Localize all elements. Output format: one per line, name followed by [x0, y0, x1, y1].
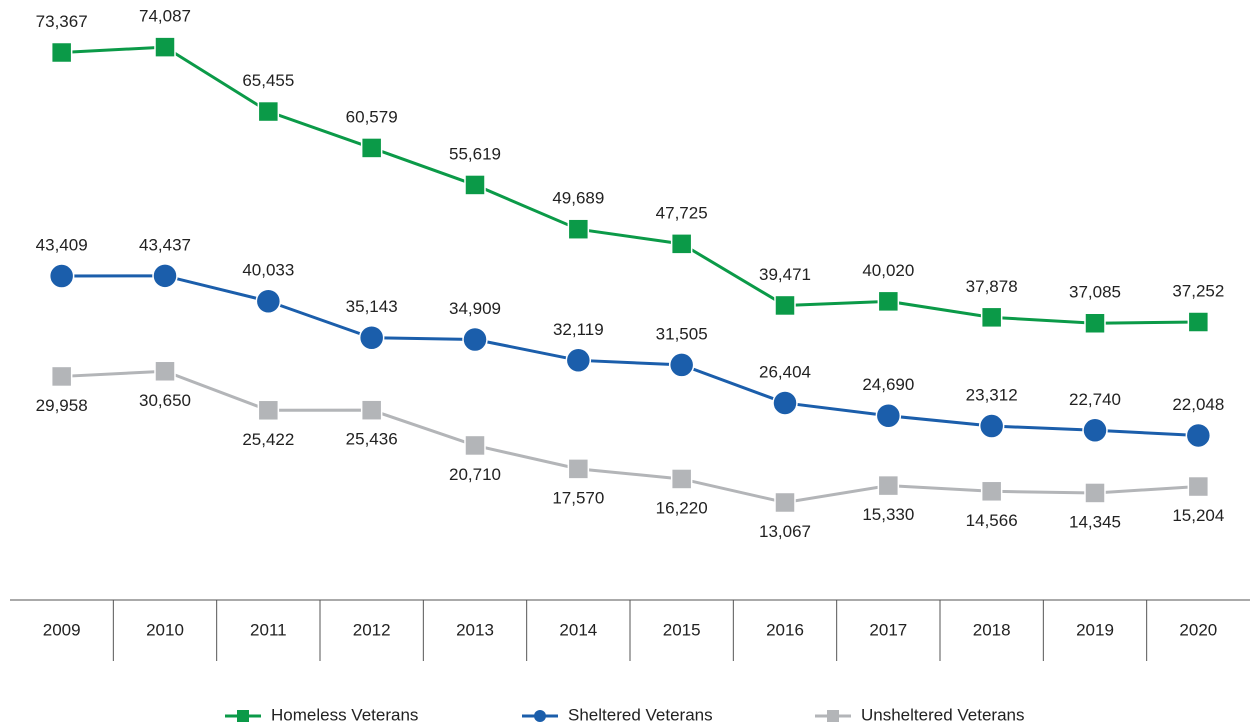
marker [154, 36, 176, 58]
marker [567, 458, 590, 480]
legend-item: Homeless Veterans [225, 705, 418, 724]
marker [50, 41, 73, 64]
data-label: 15,204 [1172, 506, 1224, 525]
marker [360, 137, 383, 159]
marker [50, 365, 73, 388]
data-label: 24,690 [862, 375, 914, 394]
data-label: 17,570 [552, 488, 604, 507]
x-tick-label: 2010 [146, 620, 184, 639]
legend-marker [827, 710, 839, 722]
data-label: 47,725 [656, 203, 708, 222]
data-label: 22,048 [1172, 395, 1224, 414]
marker [877, 290, 900, 313]
marker [774, 294, 796, 317]
data-label: 65,455 [242, 71, 294, 90]
x-tick-label: 2009 [43, 620, 81, 639]
data-label: 55,619 [449, 144, 501, 163]
data-label: 26,404 [759, 362, 811, 381]
marker [565, 347, 592, 374]
data-label: 16,220 [656, 498, 708, 517]
marker [462, 326, 488, 353]
marker [464, 174, 486, 196]
data-label: 43,409 [36, 236, 88, 255]
marker [877, 474, 900, 497]
data-label: 30,650 [139, 391, 191, 410]
series-line [61, 369, 1199, 505]
data-label: 29,958 [36, 396, 88, 415]
marker [1084, 482, 1106, 504]
data-label: 34,909 [449, 299, 501, 318]
x-tick-label: 2015 [663, 620, 701, 639]
marker [257, 100, 280, 123]
marker [668, 352, 695, 378]
marker [1185, 422, 1212, 449]
data-label: 14,566 [966, 511, 1018, 530]
x-tick-label: 2017 [869, 620, 907, 639]
x-tick-label: 2018 [973, 620, 1011, 639]
marker [255, 288, 282, 315]
data-label: 74,087 [139, 7, 191, 26]
marker [358, 324, 385, 351]
marker [48, 263, 75, 289]
data-label: 14,345 [1069, 512, 1121, 531]
legend-marker [237, 710, 249, 722]
marker [875, 403, 902, 429]
x-tick-label: 2011 [250, 620, 287, 639]
legend-marker [534, 710, 546, 722]
data-label: 60,579 [346, 107, 398, 126]
marker [154, 360, 176, 383]
marker [670, 468, 693, 490]
data-label: 37,085 [1069, 283, 1121, 302]
marker [670, 233, 693, 255]
x-tick-label: 2014 [559, 620, 597, 639]
legend-label: Sheltered Veterans [568, 705, 713, 724]
data-label: 39,471 [759, 265, 811, 284]
marker [978, 413, 1005, 439]
data-label: 25,436 [346, 430, 398, 449]
marker [774, 491, 796, 514]
marker [567, 218, 590, 240]
data-label: 40,020 [862, 261, 914, 280]
data-label: 15,330 [862, 505, 914, 524]
marker [1187, 311, 1210, 333]
data-label: 35,143 [346, 297, 398, 316]
data-label: 37,252 [1172, 281, 1224, 300]
marker [152, 263, 178, 289]
data-label: 31,505 [656, 324, 708, 343]
data-label: 25,422 [242, 430, 294, 449]
legend-label: Homeless Veterans [271, 705, 418, 724]
series-line [61, 274, 1199, 437]
marker [360, 399, 383, 421]
data-label: 40,033 [242, 261, 294, 280]
series-line [61, 45, 1199, 325]
marker [464, 434, 486, 457]
legend-item: Unsheltered Veterans [815, 705, 1025, 724]
legend-label: Unsheltered Veterans [861, 705, 1025, 724]
marker [772, 390, 798, 416]
marker [1084, 312, 1106, 335]
data-label: 23,312 [966, 386, 1018, 405]
data-label: 37,878 [966, 277, 1018, 296]
marker [980, 306, 1003, 329]
x-tick-label: 2013 [456, 620, 494, 639]
data-label: 32,119 [553, 320, 604, 339]
x-tick-label: 2020 [1179, 620, 1217, 639]
data-label: 22,740 [1069, 390, 1121, 409]
data-label: 49,689 [552, 189, 604, 208]
marker [257, 399, 280, 422]
legend-item: Sheltered Veterans [522, 705, 713, 724]
x-tick-label: 2019 [1076, 620, 1114, 639]
data-label: 43,437 [139, 235, 191, 254]
x-tick-label: 2012 [353, 620, 391, 639]
data-label: 20,710 [449, 465, 501, 484]
marker [1187, 475, 1210, 498]
marker [1082, 417, 1108, 444]
x-tick-label: 2016 [766, 620, 804, 639]
marker [980, 480, 1003, 503]
data-label: 73,367 [36, 12, 88, 31]
data-label: 13,067 [759, 522, 811, 541]
